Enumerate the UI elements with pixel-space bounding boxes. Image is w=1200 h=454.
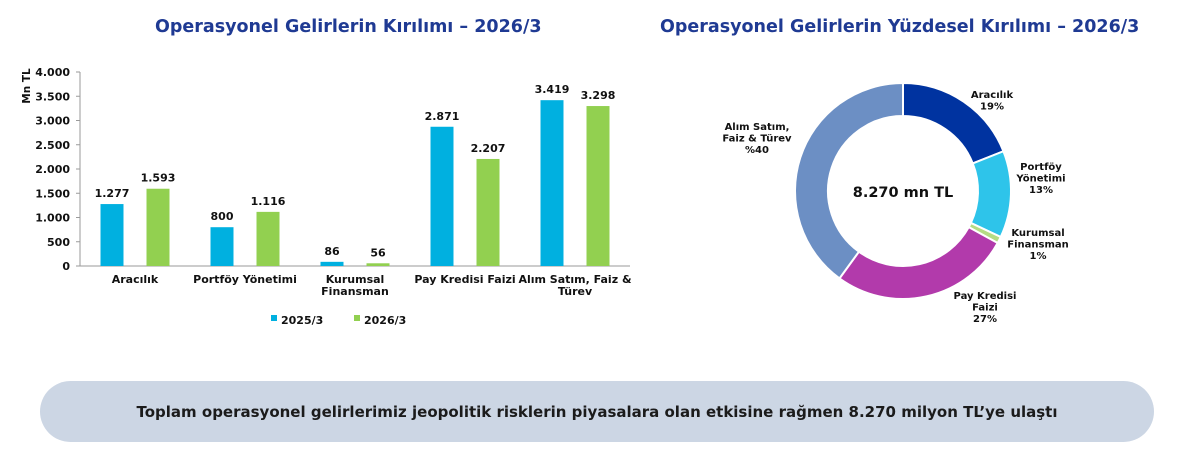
category-label: Aracılık (112, 273, 159, 286)
y-tick-label: 3.500 (35, 90, 70, 103)
legend-label: 2025/3 (281, 314, 323, 327)
y-tick-label: 0 (62, 260, 70, 273)
bar-chart-title: Operasyonel Gelirlerin Kırılımı – 2026/3 (155, 17, 542, 37)
y-tick-label: 2.500 (35, 139, 70, 152)
bar-2025-3 (540, 100, 564, 266)
bar-value-label: 1.277 (95, 187, 130, 200)
bar-value-label: 56 (370, 246, 386, 259)
donut-slice-label: Faizi (972, 303, 998, 314)
y-tick-label: 1.500 (35, 187, 70, 200)
donut-slice (969, 149, 1012, 239)
donut-slice-label: Kurumsal (1011, 228, 1064, 239)
y-tick-label: 3.000 (35, 115, 70, 128)
bar-value-label: 3.419 (535, 83, 570, 96)
legend-label: 2026/3 (364, 314, 406, 327)
donut-slice-label: Pay Kredisi (954, 291, 1017, 302)
donut-slice-label: Finansman (1007, 240, 1068, 251)
y-tick-label: 1.000 (35, 212, 70, 225)
donut-slice-label: Faiz & Türev (722, 134, 792, 145)
summary-banner: Toplam operasyonel gelirlerimiz jeopolit… (40, 381, 1154, 442)
category-label: Pay Kredisi Faizi (414, 273, 515, 286)
summary-text: Toplam operasyonel gelirlerimiz jeopolit… (136, 402, 1058, 421)
category-label: Portföy Yönetimi (193, 273, 297, 286)
bar-2026-3 (256, 211, 280, 266)
donut-center-label: 8.270 mn TL (853, 185, 954, 201)
bar-chart: 0 500 1.000 1.500 2.000 2.500 3.000 3.500 4.000M… (21, 66, 632, 327)
bar-2026-3 (476, 158, 500, 266)
legend-swatch (271, 315, 277, 321)
donut-slice-label: 1% (1030, 251, 1047, 262)
bar-value-label: 800 (211, 210, 234, 223)
category-label: Finansman (321, 285, 389, 298)
donut-slice (794, 81, 904, 280)
donut-slice-label: Yönetimi (1015, 174, 1065, 185)
donut-slice-label: 19% (980, 102, 1004, 113)
bar-2026-3 (586, 106, 610, 266)
donut-slice-label: 13% (1029, 185, 1053, 196)
bar-value-label: 86 (324, 245, 340, 258)
bar-value-label: 1.593 (141, 172, 176, 185)
bar-2026-3 (146, 188, 170, 266)
bar-value-label: 2.871 (425, 110, 460, 123)
category-label: Türev (558, 285, 593, 298)
category-label: Alım Satım, Faiz & (518, 273, 631, 286)
y-tick-label: 500 (47, 236, 70, 249)
bar-value-label: 3.298 (581, 89, 616, 102)
bar-value-label: 1.116 (251, 195, 286, 208)
donut-slice-label: Portföy (1020, 162, 1062, 173)
y-tick-label: 2.000 (35, 163, 70, 176)
bar-2026-3 (366, 263, 390, 266)
donut-slice-label: %40 (745, 145, 769, 156)
legend-swatch (354, 315, 360, 321)
donut-slice (838, 225, 999, 300)
donut-chart-title: Operasyonel Gelirlerin Yüzdesel Kırılımı… (660, 17, 1140, 37)
bar-2025-3 (210, 227, 234, 266)
y-axis-label: Mn TL (21, 68, 33, 104)
bar-value-label: 2.207 (471, 142, 506, 155)
category-label: Kurumsal (326, 273, 385, 286)
donut-slice-label: 27% (973, 314, 997, 325)
bar-2025-3 (430, 126, 454, 266)
bar-2025-3 (320, 261, 344, 266)
donut-slice-label: Alım Satım, (725, 122, 790, 133)
donut-slice-label: Aracılık (971, 90, 1014, 101)
y-tick-label: 4.000 (35, 66, 70, 79)
bar-2025-3 (100, 204, 124, 266)
